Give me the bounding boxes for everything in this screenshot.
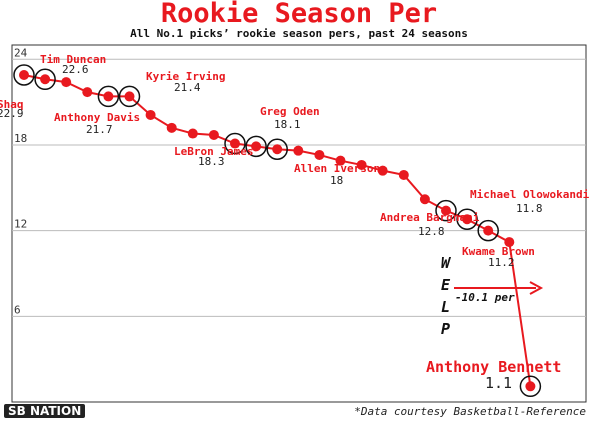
- data-point: [251, 141, 262, 152]
- highlight-ring: [519, 375, 542, 398]
- data-point: [525, 381, 536, 392]
- annotation-value: 1.1: [485, 374, 512, 392]
- annotation-value: 22.6: [62, 63, 89, 76]
- annotation-value: 22.9: [0, 107, 24, 120]
- data-point: [398, 169, 409, 180]
- annotation-value: 21.7: [86, 123, 113, 136]
- annotation-name: Shaq: [0, 98, 24, 111]
- welp-letter: L: [441, 298, 450, 316]
- annotation-value: 18.3: [198, 155, 225, 168]
- annotation-value: 11.2: [488, 256, 515, 269]
- y-tick-label: 18: [14, 132, 27, 145]
- annotation-value: 12.8: [418, 225, 445, 238]
- data-point: [356, 159, 367, 170]
- data-point: [504, 237, 515, 248]
- annotation-value: 18: [330, 174, 343, 187]
- highlight-ring: [477, 219, 499, 242]
- data-source-note: *Data courtesy Basketball-Reference: [354, 405, 586, 418]
- data-point: [82, 87, 93, 98]
- data-point: [441, 205, 451, 216]
- data-point: [145, 109, 156, 120]
- annotation-value: 11.8: [516, 202, 543, 215]
- data-point: [61, 77, 72, 88]
- data-point: [166, 122, 177, 133]
- data-point: [377, 165, 388, 176]
- data-point: [335, 155, 346, 166]
- data-point: [208, 129, 219, 140]
- y-tick-label: 12: [14, 218, 27, 231]
- welp-letter: W: [441, 254, 452, 272]
- annotation-name: LeBron James: [174, 145, 253, 158]
- annotation-name: Tim Duncan: [40, 53, 106, 66]
- annotation-name: Greg Oden: [260, 105, 320, 118]
- drop-label: -10.1 per: [455, 291, 515, 304]
- annotation-name: Allen Iverson: [294, 162, 380, 175]
- highlight-ring: [266, 138, 288, 160]
- annotation-name: Anthony Bennett: [426, 358, 561, 376]
- data-point: [40, 74, 51, 85]
- annotation-name: Kwame Brown: [462, 245, 535, 258]
- highlight-ring: [118, 85, 141, 108]
- annotation-name: Anthony Davis: [54, 111, 140, 124]
- data-point: [272, 144, 283, 155]
- annotation-value: 21.4: [174, 81, 201, 94]
- data-point: [124, 91, 135, 102]
- highlight-ring: [13, 64, 35, 86]
- chart-title: Rookie Season Per: [160, 0, 438, 29]
- y-tick-label: 24: [14, 46, 28, 59]
- highlight-ring: [435, 199, 457, 222]
- annotation-name: Michael Olowokandi: [470, 188, 590, 201]
- data-point: [19, 69, 29, 80]
- data-point: [103, 91, 114, 102]
- data-point: [230, 138, 240, 149]
- drop-arrow-head: [529, 281, 544, 295]
- data-point: [462, 214, 473, 225]
- chart-subtitle: All No.1 picks’ rookie season pers, past…: [130, 27, 468, 40]
- data-point: [293, 145, 304, 156]
- annotation-value: 18.1: [274, 118, 301, 131]
- annotation-name: Kyrie Irving: [146, 70, 225, 83]
- data-point: [314, 149, 325, 160]
- welp-letter: P: [441, 320, 450, 338]
- sbnation-logo: SB NATION: [4, 404, 86, 418]
- annotation-name: Andrea Bargnani: [380, 211, 480, 224]
- welp-letter: E: [441, 276, 451, 294]
- data-point: [483, 225, 494, 236]
- y-tick-label: 6: [14, 303, 21, 316]
- highlight-ring: [34, 68, 56, 91]
- data-point: [419, 194, 430, 205]
- highlight-ring: [245, 135, 267, 158]
- highlight-ring: [456, 208, 478, 230]
- highlight-ring: [224, 132, 246, 155]
- plot-area: [11, 44, 587, 403]
- highlight-ring: [97, 85, 120, 108]
- data-point: [187, 128, 198, 139]
